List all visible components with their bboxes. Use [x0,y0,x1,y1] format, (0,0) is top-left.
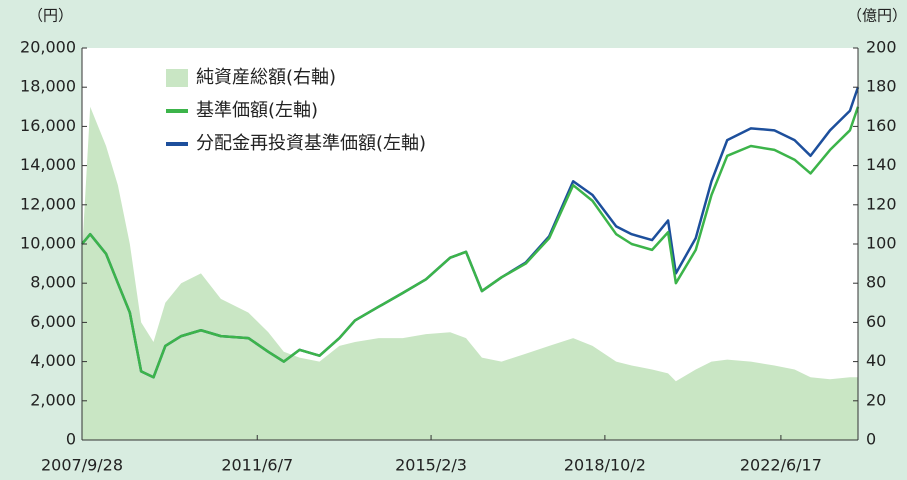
y2-tick-label: 140 [866,155,897,174]
legend-box [160,62,525,162]
x-tick-label: 2011/6/7 [221,456,293,475]
y-tick-label: 8,000 [30,273,76,292]
legend-label: 分配金再投資基準価額(左軸) [196,133,426,154]
y2-tick-label: 0 [866,430,876,449]
y2-tick-label: 200 [866,38,897,57]
y-tick-label: 0 [66,430,76,449]
y-tick-label: 18,000 [20,77,76,96]
legend-label: 純資産総額(右軸) [196,67,336,88]
y2-tick-label: 80 [866,273,886,292]
y-unit-label: （円） [28,7,73,25]
x-tick-label: 2015/2/3 [395,456,467,475]
y-tick-label: 20,000 [20,38,76,57]
y2-tick-label: 160 [866,116,897,135]
y-tick-label: 2,000 [30,390,76,409]
y2-tick-label: 100 [866,234,897,253]
y2-tick-label: 60 [866,312,886,331]
legend-label: 基準価額(左軸) [196,100,318,121]
x-tick-label: 2018/10/2 [564,456,646,475]
y2-tick-label: 120 [866,194,897,213]
y-tick-label: 14,000 [20,155,76,174]
legend-swatch [166,69,188,87]
y-tick-label: 4,000 [30,351,76,370]
y-tick-label: 12,000 [20,194,76,213]
y-tick-label: 6,000 [30,312,76,331]
y2-tick-label: 180 [866,77,897,96]
x-tick-label: 2007/9/28 [41,456,123,475]
y2-unit-label: （億円） [847,7,907,25]
y2-tick-label: 40 [866,351,886,370]
y-tick-label: 16,000 [20,116,76,135]
y-tick-label: 10,000 [20,234,76,253]
x-tick-label: 2022/6/17 [740,456,822,475]
y2-tick-label: 20 [866,390,886,409]
line [81,106,860,379]
